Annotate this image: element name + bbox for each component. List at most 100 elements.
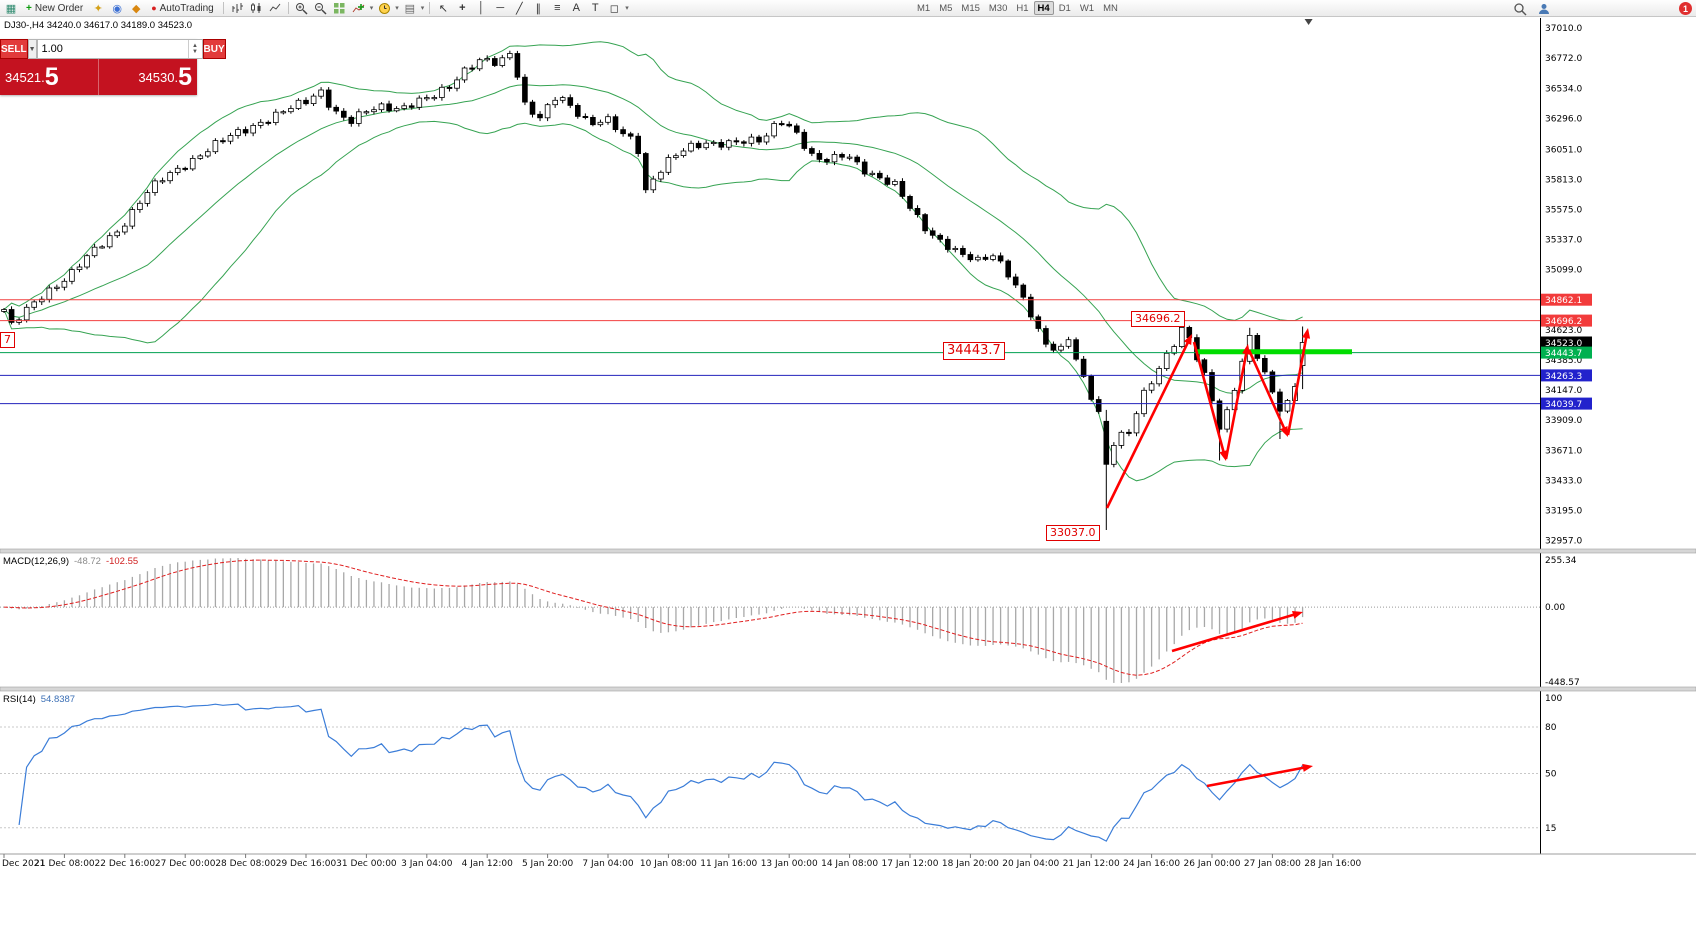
- trend-arrow[interactable]: [1105, 337, 1191, 509]
- tile-windows-icon[interactable]: [332, 1, 348, 16]
- chart-shift-marker[interactable]: [1304, 19, 1313, 25]
- search-icon[interactable]: [1512, 1, 1528, 16]
- svg-text:255.34: 255.34: [1545, 556, 1577, 566]
- price-annotation[interactable]: 34696.2: [1131, 311, 1185, 327]
- svg-text:35337.0: 35337.0: [1545, 236, 1582, 246]
- trend-arrow[interactable]: [1171, 612, 1299, 653]
- svg-text:36051.0: 36051.0: [1545, 145, 1582, 155]
- autotrading-button[interactable]: ● AutoTrading: [147, 1, 218, 16]
- candlestick-chart-type-icon[interactable]: [248, 1, 264, 16]
- sell-price-display[interactable]: 34521. 5: [0, 59, 99, 95]
- tab-timeframe-m30[interactable]: M30: [985, 1, 1011, 15]
- shapes-caret-icon[interactable]: ▾: [625, 5, 629, 12]
- svg-text:-448.57: -448.57: [1545, 678, 1580, 688]
- svg-text:34147.0: 34147.0: [1545, 386, 1582, 396]
- favorites-icon[interactable]: ✦: [93, 2, 103, 15]
- panel-frame: [0, 18, 1696, 855]
- svg-text:26 Jan 00:00: 26 Jan 00:00: [1184, 859, 1241, 869]
- svg-text:33433.0: 33433.0: [1545, 476, 1582, 486]
- price-annotation[interactable]: 33037.0: [1046, 525, 1100, 541]
- trend-arrow[interactable]: [1192, 341, 1226, 457]
- profile-icon[interactable]: [1536, 1, 1552, 16]
- price-tag-34696.2: [1541, 314, 1592, 327]
- fibonacci-tool-icon[interactable]: ≡: [554, 2, 561, 14]
- text-tool-icon[interactable]: A: [572, 2, 580, 14]
- tab-timeframe-mn[interactable]: MN: [1099, 1, 1122, 15]
- svg-text:36296.0: 36296.0: [1545, 114, 1582, 124]
- vertical-line-tool-icon[interactable]: │: [477, 2, 485, 14]
- svg-text:33671.0: 33671.0: [1545, 446, 1582, 456]
- accounts-icon[interactable]: ◉: [112, 2, 122, 15]
- volume-dropdown-button[interactable]: ▼: [27, 39, 37, 59]
- svg-text:34523.0: 34523.0: [1545, 339, 1582, 349]
- template-caret-icon[interactable]: ▾: [420, 5, 425, 12]
- tab-timeframe-m1[interactable]: M1: [913, 1, 934, 15]
- trend-arrow[interactable]: [1206, 765, 1309, 788]
- price-annotation[interactable]: 7: [0, 332, 15, 348]
- trend-arrows[interactable]: [1105, 328, 1313, 788]
- svg-text:29 Dec 16:00: 29 Dec 16:00: [276, 859, 337, 869]
- tab-timeframe-h1[interactable]: H1: [1012, 1, 1032, 15]
- text-label-tool-icon[interactable]: T: [591, 2, 599, 14]
- svg-text:35575.0: 35575.0: [1545, 206, 1582, 216]
- new-chart-icon[interactable]: ▦: [5, 2, 17, 15]
- svg-text:20 Jan 04:00: 20 Jan 04:00: [1002, 859, 1059, 869]
- svg-text:34862.1: 34862.1: [1545, 296, 1582, 306]
- notification-badge[interactable]: 1: [1679, 2, 1692, 15]
- line-chart-type-icon[interactable]: [267, 1, 283, 16]
- periods-clock-icon[interactable]: [376, 1, 392, 16]
- rsi-indicator: 100 80 50 15: [0, 694, 1562, 842]
- price-axis[interactable]: 37010.0 36772.0 36534.0 36296.0 36051.0 35813…: [1541, 24, 1592, 547]
- horizontal-line-tool-icon[interactable]: ─: [496, 2, 505, 14]
- channel-tool-icon[interactable]: ∥: [535, 2, 542, 15]
- cursor-tool-icon[interactable]: ↖: [438, 2, 448, 15]
- periods-caret-icon[interactable]: ▾: [395, 5, 399, 12]
- zoom-out-icon[interactable]: [313, 1, 329, 16]
- shapes-tool-icon[interactable]: ◻: [609, 2, 619, 15]
- svg-text:4 Jan 12:00: 4 Jan 12:00: [462, 859, 514, 869]
- zoom-in-icon[interactable]: [294, 1, 310, 16]
- macd-panel-label: MACD(12,26,9) -48.72 -102.55: [3, 556, 138, 567]
- tab-timeframe-w1[interactable]: W1: [1076, 1, 1098, 15]
- template-icon[interactable]: ▤: [404, 2, 415, 15]
- sell-price-main: 34521.: [5, 69, 45, 85]
- trendline-tool-icon[interactable]: ╱: [515, 2, 523, 15]
- svg-text:34385.0: 34385.0: [1545, 356, 1582, 366]
- indicators-caret-icon[interactable]: ▾: [369, 5, 374, 12]
- indicators-icon[interactable]: [351, 1, 367, 16]
- trend-arrow[interactable]: [1247, 349, 1288, 433]
- buy-price-main: 34530.: [138, 69, 179, 85]
- svg-text:34443.7: 34443.7: [1545, 349, 1582, 359]
- trend-arrow[interactable]: [1224, 348, 1249, 460]
- buy-price-display[interactable]: 34530. 5: [99, 59, 197, 95]
- bar-chart-type-icon[interactable]: [229, 1, 245, 16]
- svg-text:37010.0: 37010.0: [1545, 24, 1582, 34]
- new-order-button[interactable]: + New Order: [22, 1, 87, 16]
- volume-input[interactable]: [37, 40, 188, 58]
- volume-stepper[interactable]: ▲ ▼: [187, 40, 202, 58]
- crosshair-tool-icon[interactable]: +: [459, 2, 466, 14]
- trend-arrow[interactable]: [1286, 332, 1309, 436]
- trend-arrow-head: [1302, 763, 1313, 772]
- buy-button[interactable]: BUY: [202, 39, 226, 59]
- panel-separator[interactable]: [0, 686, 1696, 692]
- macd-main-value: -48.72: [74, 556, 101, 567]
- ohlc-header: DJ30-,H4 34240.0 34617.0 34189.0 34523.0: [4, 20, 193, 31]
- autotrading-status-icon: ●: [151, 3, 157, 13]
- svg-text:11 Jan 16:00: 11 Jan 16:00: [700, 859, 757, 869]
- trend-arrow-head: [1280, 426, 1288, 437]
- panel-separator[interactable]: [0, 548, 1696, 554]
- alerts-icon[interactable]: ◆: [131, 2, 141, 15]
- new-order-label: New Order: [34, 2, 84, 14]
- tab-timeframe-h4[interactable]: H4: [1033, 1, 1054, 15]
- svg-text:0.00: 0.00: [1545, 603, 1565, 613]
- price-annotation[interactable]: 34443.7: [943, 342, 1005, 361]
- tab-timeframe-d1[interactable]: D1: [1055, 1, 1075, 15]
- tab-timeframe-m5[interactable]: M5: [935, 1, 956, 15]
- svg-text:24 Jan 16:00: 24 Jan 16:00: [1123, 859, 1180, 869]
- tab-timeframe-m15[interactable]: M15: [957, 1, 983, 15]
- stepper-up-icon: ▲: [192, 43, 198, 49]
- sell-button[interactable]: SELL: [0, 39, 28, 59]
